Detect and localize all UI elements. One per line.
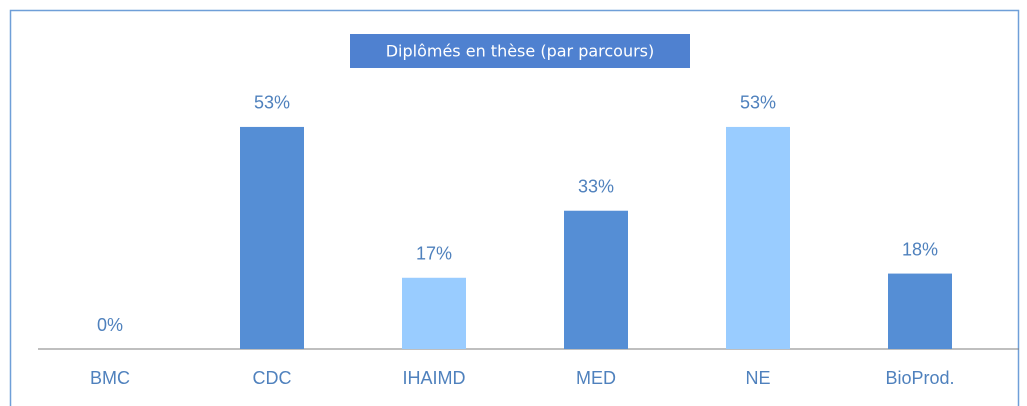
x-tick-label: NE	[745, 368, 770, 388]
chart-frame	[9, 9, 1020, 406]
chart-title: Diplômés en thèse (par parcours)	[386, 42, 655, 61]
bar	[726, 126, 790, 350]
title-box	[350, 34, 690, 68]
data-label: 33%	[578, 176, 614, 196]
x-tick-label: MED	[576, 368, 616, 388]
bar	[402, 277, 466, 349]
data-label: 53%	[254, 93, 290, 113]
bar	[564, 210, 628, 349]
bar	[240, 126, 304, 350]
x-tick-label: CDC	[253, 368, 292, 388]
data-label: 17%	[416, 244, 452, 264]
bar	[888, 273, 952, 349]
x-tick-label: BioProd.	[885, 368, 954, 388]
x-tick-label: IHAIMD	[403, 368, 466, 388]
x-tick-label: BMC	[90, 368, 130, 388]
data-label: 0%	[97, 315, 123, 335]
data-label: 53%	[740, 93, 776, 113]
data-label: 18%	[902, 239, 938, 259]
